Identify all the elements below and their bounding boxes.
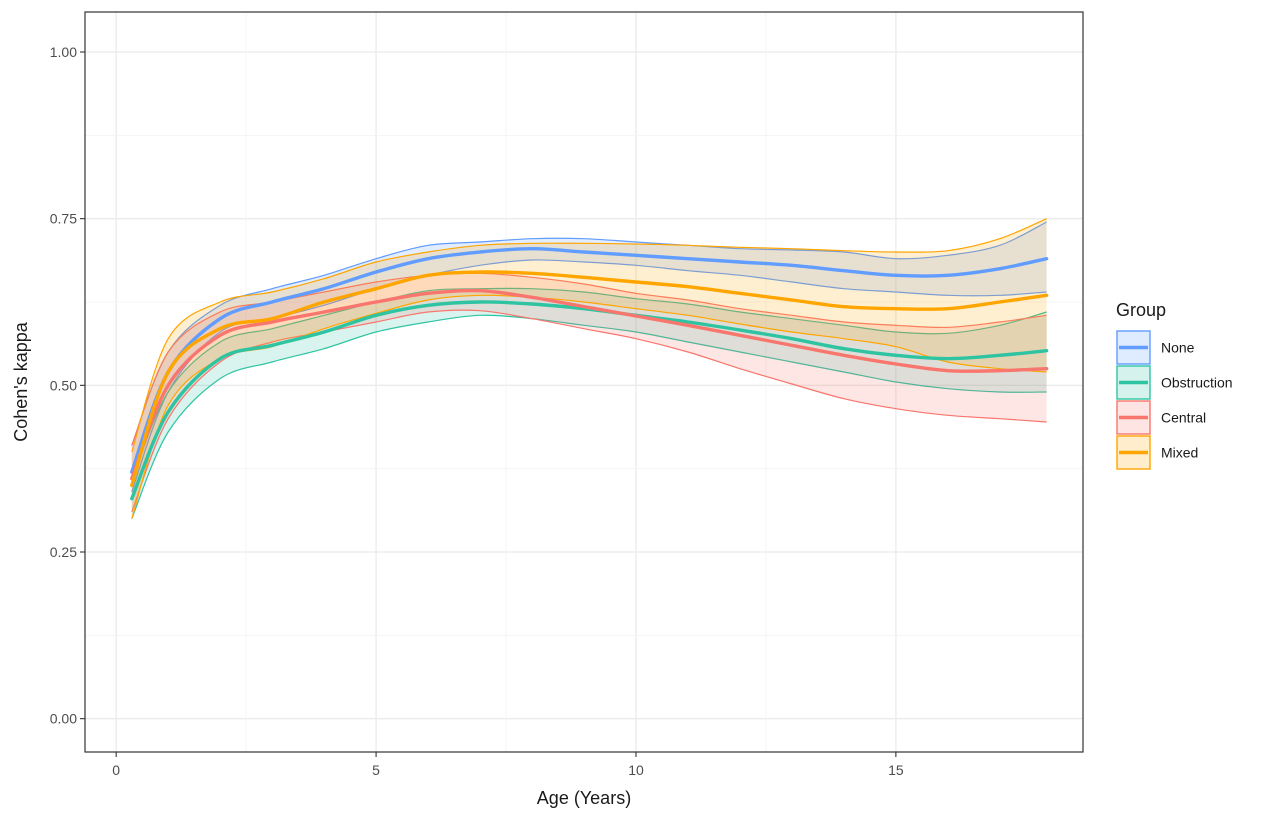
y-tick-label: 0.00 xyxy=(50,711,77,727)
legend-label-mixed: Mixed xyxy=(1161,445,1198,461)
x-tick-label: 15 xyxy=(888,762,904,778)
y-tick-label: 0.75 xyxy=(50,211,77,227)
grid xyxy=(85,12,1083,752)
band-lower-obstruction xyxy=(131,314,1047,519)
band-upper-none xyxy=(131,221,1047,446)
series-line-obstruction xyxy=(130,300,1049,501)
x-tick-label: 0 xyxy=(112,762,120,778)
x-tick-label: 5 xyxy=(372,762,380,778)
band-central xyxy=(131,273,1047,512)
legend-label-none: None xyxy=(1161,340,1195,356)
y-tick-label: 0.25 xyxy=(50,544,77,560)
band-lower-central xyxy=(131,309,1047,513)
legend: Group None Obstruction Central Mixed xyxy=(1116,300,1233,470)
legend-title: Group xyxy=(1116,300,1166,320)
y-axis-title: Cohen's kappa xyxy=(11,321,31,442)
band-upper-obstruction xyxy=(131,287,1047,479)
y-tick-label: 1.00 xyxy=(50,44,77,60)
series-line-central xyxy=(130,288,1049,481)
legend-label-obstruction: Obstruction xyxy=(1161,375,1233,391)
confidence-bands xyxy=(131,218,1047,519)
series-line-mixed xyxy=(130,270,1049,488)
band-none xyxy=(131,222,1047,492)
series-lines xyxy=(130,246,1049,501)
series-line-none xyxy=(130,246,1049,474)
x-tick-label: 10 xyxy=(628,762,644,778)
band-upper-mixed xyxy=(131,218,1047,453)
panel-border xyxy=(84,11,1084,753)
axis-ticks: 0 5 10 15 0.00 0.25 0.50 0.75 1.00 xyxy=(50,44,904,778)
band-obstruction xyxy=(131,288,1047,519)
x-axis-title: Age (Years) xyxy=(537,788,631,808)
legend-label-central: Central xyxy=(1161,410,1206,426)
y-tick-label: 0.50 xyxy=(50,377,77,393)
